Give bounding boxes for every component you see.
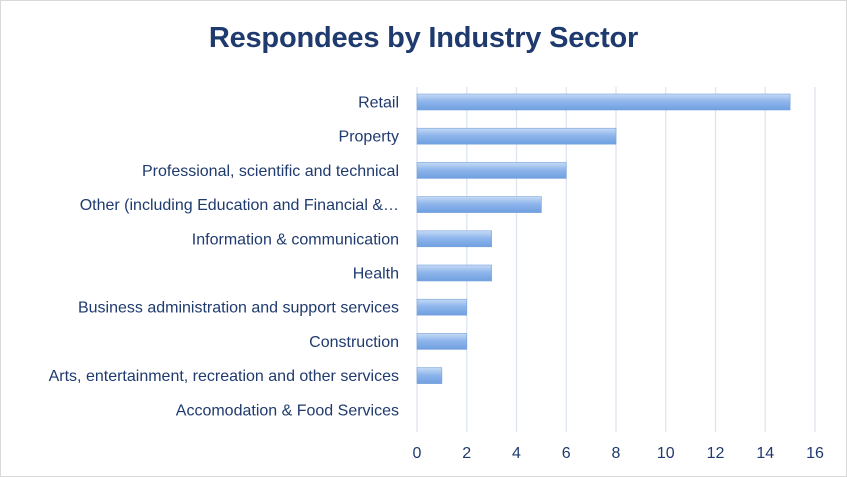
- bar: [416, 127, 617, 145]
- category-labels: Retail Property Professional, scientific a…: [49, 95, 399, 420]
- bar: [416, 333, 468, 350]
- x-tick-label: 6: [562, 445, 571, 462]
- x-tick-label: 12: [707, 445, 725, 462]
- chart-title: Respondees by Industry Sector: [208, 22, 639, 54]
- category-label: Professional, scientific and technical: [142, 163, 399, 180]
- x-tick-label: 10: [657, 445, 675, 462]
- bar: [416, 264, 492, 282]
- bar: [416, 367, 443, 384]
- bar: [416, 162, 567, 179]
- bar: [416, 230, 492, 248]
- bars: [416, 93, 791, 384]
- bar: [416, 298, 468, 316]
- category-label: Property: [339, 129, 399, 146]
- x-tick-labels: 0 2 4 6 8 10 12 14 16: [413, 445, 824, 462]
- x-tick-label: 0: [413, 445, 422, 462]
- bar: [416, 93, 791, 111]
- category-label: Construction: [309, 334, 399, 351]
- x-tick-label: 8: [612, 445, 621, 462]
- x-tick-label: 2: [462, 445, 471, 462]
- bar: [416, 196, 542, 213]
- x-tick-label: 4: [512, 445, 521, 462]
- category-label: Other (including Education and Financial…: [80, 197, 399, 214]
- category-label: Retail: [358, 95, 399, 112]
- x-tick-label: 16: [806, 445, 824, 462]
- category-label: Health: [353, 266, 399, 283]
- category-label: Arts, entertainment, recreation and othe…: [49, 368, 399, 385]
- x-tick-label: 14: [756, 445, 774, 462]
- gridlines: [416, 87, 816, 432]
- category-label: Information & communication: [192, 231, 399, 248]
- category-label: Business administration and support serv…: [78, 300, 399, 317]
- category-label: Accomodation & Food Services: [176, 402, 399, 419]
